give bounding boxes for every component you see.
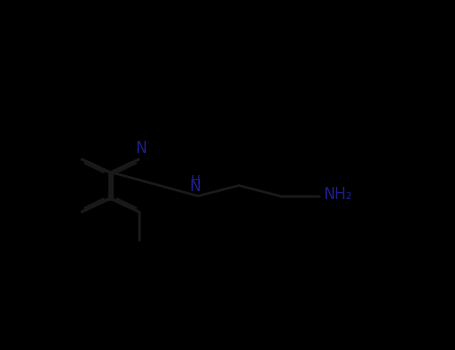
Text: N: N [190,179,201,194]
Text: N: N [136,141,147,156]
Text: H: H [191,174,201,187]
Text: NH₂: NH₂ [323,187,352,202]
